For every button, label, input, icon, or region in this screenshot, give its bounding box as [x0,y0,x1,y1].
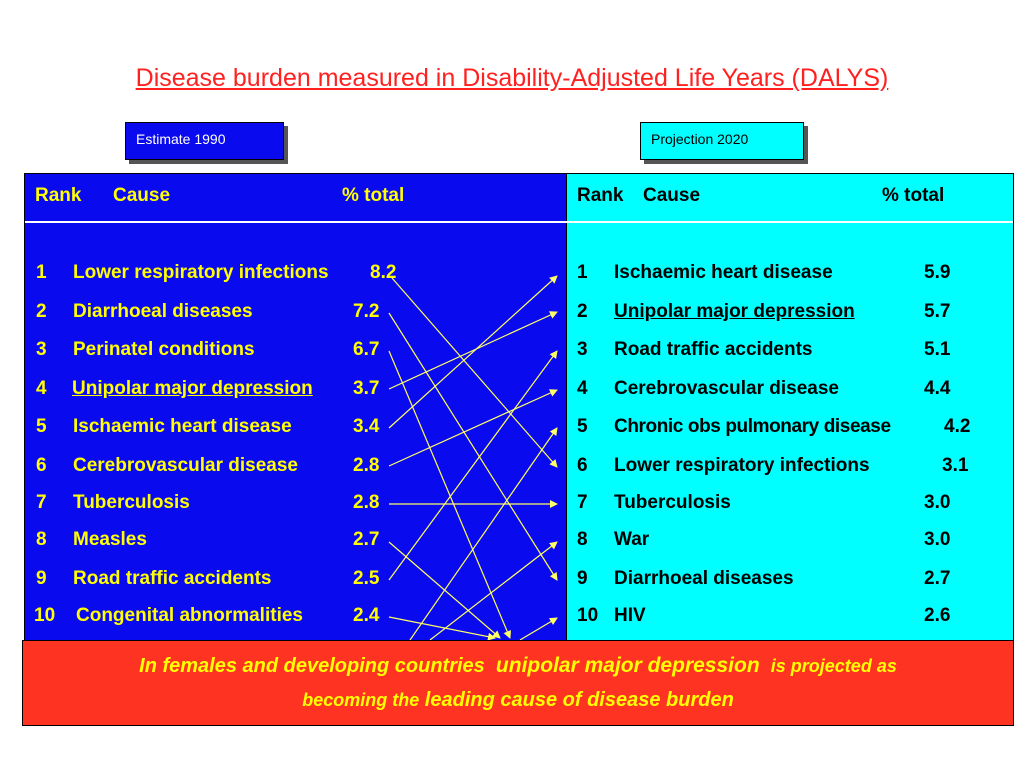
left-header-divider [25,221,568,223]
left-cause: Ischaemic heart disease [73,416,292,437]
left-pct: 7.2 [353,301,380,322]
left-cause: Perinatel conditions [73,339,255,360]
left-cause: Tuberculosis [73,492,190,513]
right-pct: 5.1 [924,339,951,360]
right-pct: 5.9 [924,262,951,283]
right-row-3: 3 Road traffic accidents 5.1 [0,337,1010,363]
right-header-rank: Rank [577,185,624,206]
estimate-1990-label: Estimate 1990 [125,122,284,160]
page-title: Disease burden measured in Disability-Ad… [135,64,889,92]
left-pct: 2.5 [353,568,380,589]
left-row-10: 10 Congenital abnormalities 2.4 [0,603,560,629]
right-row-4: 4 Cerebrovascular disease 4.4 [0,376,1010,402]
left-rank: 3 [36,339,47,360]
left-rank: 6 [36,455,47,476]
left-cause: Measles [73,529,147,550]
left-rank: 9 [36,568,47,589]
right-cause: War [614,529,650,550]
left-rank: 8 [36,529,47,550]
right-pct: 5.7 [924,301,951,322]
left-pct: 3.4 [353,416,380,437]
left-rank: 4 [36,378,47,399]
left-cause: Cerebrovascular disease [73,455,298,476]
left-cause: Lower respiratory infections [73,262,329,283]
right-rank: 6 [577,455,588,476]
left-pct: 2.8 [353,455,380,476]
right-rank: 5 [577,416,588,437]
left-rank: 10 [34,605,56,626]
right-cause: Road traffic accidents [614,339,813,360]
left-row-6: 6 Cerebrovascular disease 2.8 [0,453,560,479]
left-pct: 6.7 [353,339,380,360]
left-header-cause: Cause [113,185,171,206]
left-rank: 5 [36,416,47,437]
left-row-7: 7 Tuberculosis 2.8 [0,490,560,516]
right-cause: Unipolar major depression [614,301,855,322]
right-row-7: 7 Tuberculosis 3.0 [0,490,1010,516]
left-pct: 2.4 [353,605,380,626]
right-cause: Tuberculosis [614,492,731,513]
right-rank: 7 [577,492,588,513]
banner-text-1: In females and developing countries [139,655,485,677]
right-row-9: 9 Diarrhoeal diseases 2.7 [0,566,1010,592]
right-rank: 3 [577,339,588,360]
left-header-pct: % total [342,185,405,206]
right-header-pct: % total [882,185,945,206]
left-cause: Diarrhoeal diseases [73,301,253,322]
right-cause: Diarrhoeal diseases [614,568,794,589]
left-cause: Unipolar major depression [72,378,313,399]
left-row-5: 5 Ischaemic heart disease 3.4 [0,414,560,440]
banner-text-5: leading cause of disease burden [424,689,734,711]
left-row-9: 9 Road traffic accidents 2.5 [0,566,560,592]
right-pct: 3.0 [924,492,951,513]
right-rank: 2 [577,301,588,322]
projection-2020-label: Projection 2020 [640,122,804,160]
right-header-cause: Cause [643,185,701,206]
right-rank: 4 [577,378,588,399]
right-row-1: 1 Ischaemic heart disease 5.9 [0,260,1010,286]
left-pct: 2.7 [353,529,380,550]
left-pct: 3.7 [353,378,380,399]
conclusion-banner: In females and developing countries unip… [22,640,1014,726]
left-row-8: 8 Measles 2.7 [0,527,560,553]
left-row-2: 2 Diarrhoeal diseases 7.2 [0,299,560,325]
right-pct: 3.0 [924,529,951,550]
left-rank: 1 [36,262,47,283]
right-cause: HIV [614,605,646,626]
left-rank: 7 [36,492,47,513]
projection-2020-panel [566,173,1014,642]
right-row-10: 10 HIV 2.6 [0,603,1010,629]
banner-text-4: becoming the [302,690,420,710]
left-row-4: 4 Unipolar major depression 3.7 [0,376,560,402]
right-rank: 9 [577,568,588,589]
right-pct: 4.2 [944,416,971,437]
right-rank: 1 [577,262,588,283]
right-cause: Cerebrovascular disease [614,378,839,399]
right-row-6: 6 Lower respiratory infections 3.1 [0,453,1010,479]
right-pct: 3.1 [942,455,969,476]
right-cause: Ischaemic heart disease [614,262,833,283]
left-row-3: 3 Perinatel conditions 6.7 [0,337,560,363]
left-rank: 2 [36,301,47,322]
banner-text-2: unipolar major depression [495,654,760,677]
right-header-divider [567,221,1013,223]
left-cause: Congenital abnormalities [76,605,303,626]
right-rank: 10 [577,605,599,626]
left-pct: 2.8 [353,492,380,513]
right-pct: 2.6 [924,605,951,626]
right-row-5: 5 Chronic obs pulmonary disease 4.2 [0,414,1010,440]
banner-text-3: is projected as [770,656,897,676]
right-row-2: 2 Unipolar major depression 5.7 [0,299,1010,325]
left-header-rank: Rank [35,185,82,206]
right-pct: 4.4 [924,378,951,399]
left-cause: Road traffic accidents [73,568,272,589]
right-pct: 2.7 [924,568,951,589]
right-cause: Lower respiratory infections [614,455,870,476]
right-row-8: 8 War 3.0 [0,527,1010,553]
right-rank: 8 [577,529,588,550]
right-cause: Chronic obs pulmonary disease [614,416,891,437]
